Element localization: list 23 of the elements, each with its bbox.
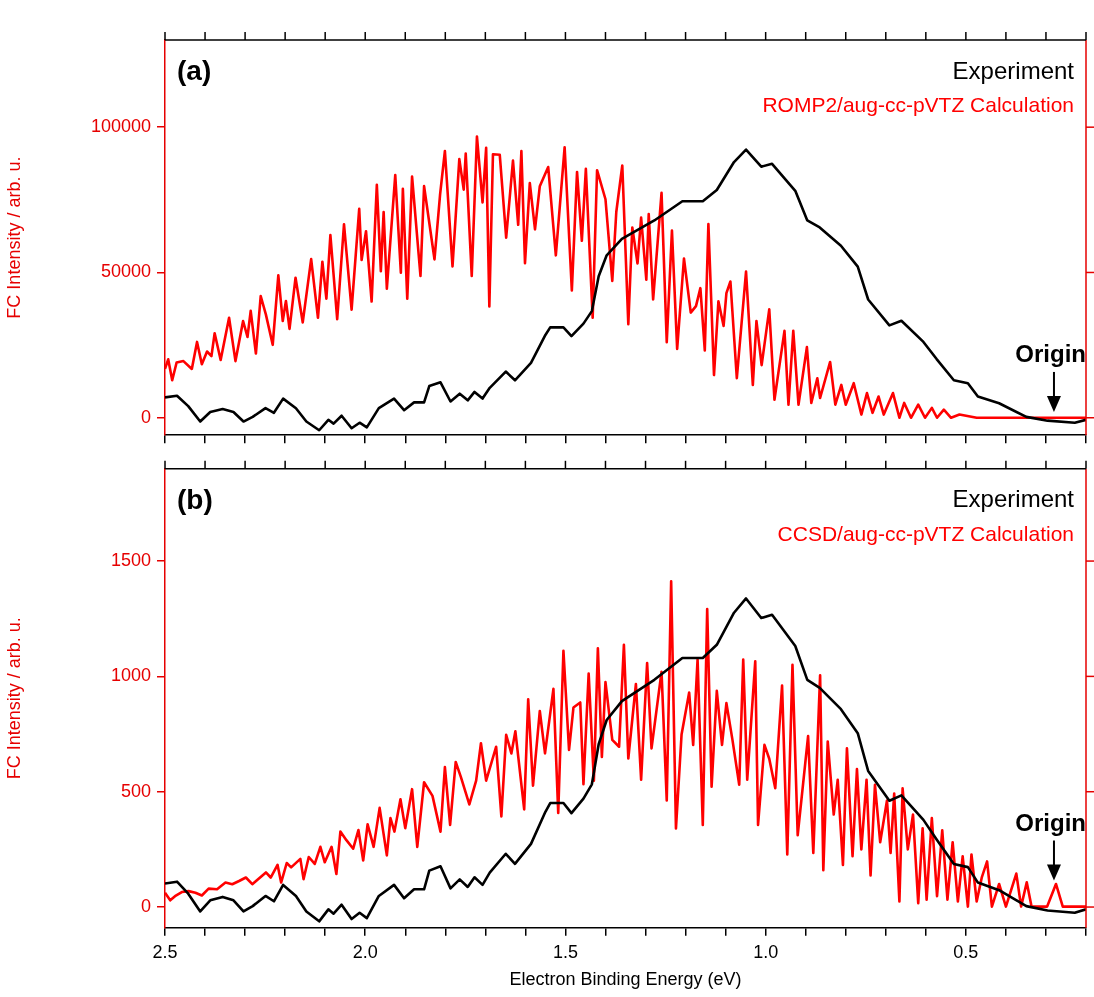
annotation: (b) [177, 483, 213, 515]
x-tick-label: 1.0 [753, 941, 779, 962]
y-tick-label: 0 [140, 896, 151, 917]
x-tick-label: 1.5 [552, 941, 578, 962]
y-tick-label: 50000 [100, 261, 151, 282]
y-tick-label: 1500 [110, 550, 151, 571]
text: CCSD/aug-cc-pVTZ Calculation [777, 521, 1074, 545]
y-tick-label: 100000 [90, 116, 151, 137]
legend-label: Experiment [952, 56, 1075, 84]
annotation: Origin [1015, 808, 1086, 836]
annotation: (a) [177, 54, 212, 86]
x-tick-label: 0.5 [953, 941, 979, 962]
y-tick-label: 500 [120, 780, 151, 801]
x-tick-label: 2.0 [352, 941, 378, 962]
y-tick-label: 0 [140, 406, 151, 427]
annotation: Origin [1015, 339, 1086, 367]
text: ROMP2/aug-cc-pVTZ Calculation [762, 92, 1074, 116]
y-tick-label: 1000 [110, 665, 151, 686]
y-axis-title: FC Intensity / arb. u. [3, 617, 24, 780]
y-axis-title: FC Intensity / arb. u. [3, 156, 24, 319]
legend-label: Experiment [952, 485, 1075, 513]
x-tick-label: 2.5 [152, 941, 178, 962]
x-axis-title: Electron Binding Energy (eV) [509, 969, 742, 990]
